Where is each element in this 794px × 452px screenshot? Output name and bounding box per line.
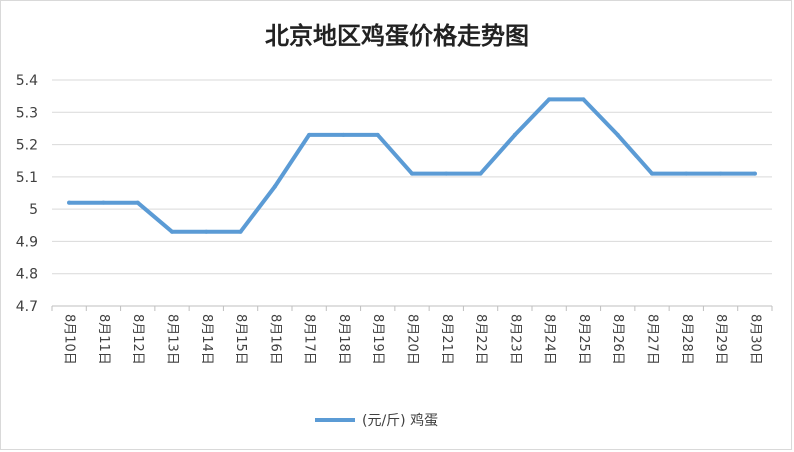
x-tick-label: 8月28日 (679, 314, 694, 365)
data-point (581, 97, 586, 102)
data-point (444, 171, 449, 176)
x-tick-label: 8月18日 (336, 314, 351, 365)
data-point (67, 200, 72, 205)
legend-label: (元/斤) 鸡蛋 (362, 412, 438, 429)
x-axis-ticks: 8月10日 8月11日 8月12日 8月13日 8月14日 8月15日 8月16日 8月17日… (51, 306, 773, 365)
data-point (375, 132, 380, 137)
x-tick-label: 8月30日 (747, 314, 762, 365)
y-tick-label: 4.7 (16, 299, 38, 315)
x-tick-label: 8月12日 (130, 314, 145, 365)
data-point (170, 229, 174, 234)
x-tick-label: 8月24日 (542, 314, 557, 365)
x-tick-label: 8月29日 (713, 314, 728, 365)
legend[interactable]: (元/斤) 鸡蛋 (315, 412, 438, 429)
data-point (684, 171, 689, 176)
x-tick-label: 8月25日 (576, 314, 591, 365)
data-point (650, 171, 654, 176)
y-tick-label: 5.3 (16, 105, 38, 121)
x-tick-label: 8月19日 (370, 314, 385, 365)
y-tick-label: 5.1 (16, 170, 38, 186)
y-tick-label: 5 (29, 202, 38, 218)
x-tick-label: 8月10日 (62, 314, 77, 365)
data-point (718, 171, 723, 176)
data-point (478, 171, 483, 176)
x-tick-label: 8月14日 (199, 314, 214, 365)
series-layer (67, 97, 757, 234)
x-tick-label: 8月27日 (645, 314, 660, 365)
x-tick-label: 8月11日 (96, 314, 111, 365)
data-point (101, 200, 106, 205)
series-line (67, 97, 757, 234)
x-tick-label: 8月17日 (302, 314, 317, 365)
y-axis-ticks: 4.7 4.8 4.9 5 5.1 5.2 5.3 5.4 (16, 73, 38, 315)
x-tick-label: 8月22日 (473, 314, 488, 365)
y-tick-label: 4.9 (16, 234, 38, 250)
data-point (547, 97, 552, 102)
data-point (615, 132, 620, 137)
x-tick-label: 8月13日 (165, 314, 180, 365)
chart-title: 北京地区鸡蛋价格走势图 (265, 21, 529, 50)
x-tick-label: 8月21日 (439, 314, 454, 365)
data-point (512, 132, 517, 137)
y-tick-label: 4.8 (16, 267, 38, 283)
data-point (135, 200, 140, 205)
y-tick-label: 5.2 (16, 138, 38, 154)
x-tick-label: 8月23日 (507, 314, 522, 365)
data-point (307, 132, 312, 137)
data-point (341, 132, 346, 137)
data-point (204, 229, 209, 234)
x-tick-label: 8月15日 (233, 314, 248, 365)
data-point (752, 171, 757, 176)
y-tick-label: 5.4 (16, 73, 38, 89)
data-point (410, 171, 414, 176)
x-tick-label: 8月16日 (267, 314, 282, 365)
data-point (238, 229, 243, 234)
x-tick-label: 8月26日 (610, 314, 625, 365)
x-tick-label: 8月20日 (405, 314, 420, 365)
data-point (272, 184, 277, 189)
gridlines (52, 79, 772, 307)
